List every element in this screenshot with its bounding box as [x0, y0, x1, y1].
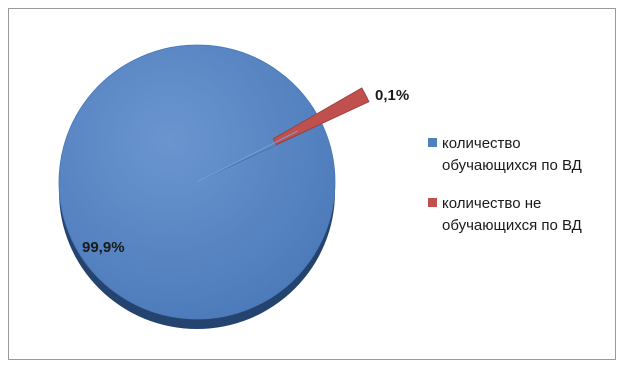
- slice-divider: [196, 130, 299, 183]
- pie-slices: [58, 44, 370, 320]
- legend-item-2: количество не обучающихся по ВД: [428, 195, 582, 234]
- data-label-1: 99,9%: [82, 239, 125, 256]
- legend-label-2-line-2: обучающихся по ВД: [442, 217, 582, 234]
- legend-label-1-line-1: количество: [442, 135, 521, 152]
- pie-slice-2: [272, 87, 370, 146]
- legend-swatch-1: [428, 138, 437, 147]
- legend-label-2-line-1: количество не: [442, 195, 541, 212]
- legend-label-1-line-2: обучающихся по ВД: [442, 157, 582, 174]
- data-label-2: 0,1%: [375, 87, 409, 104]
- pie-data-labels: 99,9% 0,1%: [82, 87, 409, 256]
- legend-swatch-2: [428, 198, 437, 207]
- legend-item-1: количество обучающихся по ВД: [428, 135, 582, 174]
